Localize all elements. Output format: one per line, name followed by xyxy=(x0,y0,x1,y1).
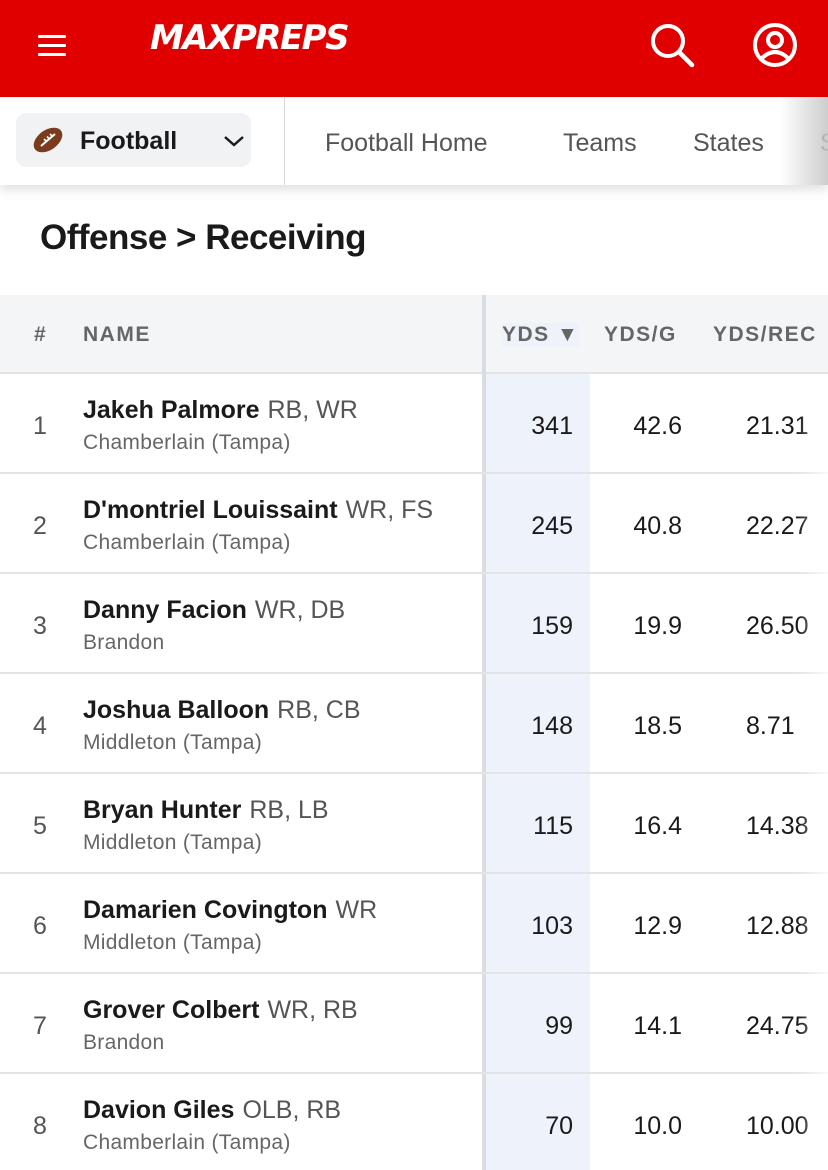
nav-link-states[interactable]: States xyxy=(693,129,764,157)
row-rank: 5 xyxy=(33,812,47,840)
player-school: Chamberlain (Tampa) xyxy=(83,531,291,554)
cell-yds-per-game: 42.6 xyxy=(633,412,682,440)
row-rank: 6 xyxy=(33,912,47,940)
cell-yds-per-rec: 21.31 xyxy=(746,412,809,440)
account-icon[interactable] xyxy=(750,20,800,70)
cell-yds-per-rec: 10.00 xyxy=(746,1112,809,1140)
cell-yds-per-game: 14.1 xyxy=(633,1012,682,1040)
player-school: Middleton (Tampa) xyxy=(83,931,263,954)
cell-yds-per-game: 12.9 xyxy=(633,912,682,940)
player-position: WR, DB xyxy=(254,596,346,624)
cell-yds-per-rec: 26.50 xyxy=(746,612,809,640)
player-position: RB, CB xyxy=(277,696,361,724)
search-icon[interactable] xyxy=(648,20,696,70)
cell-yds-per-game: 16.4 xyxy=(633,812,682,840)
top-header: MAXPREPS xyxy=(0,0,828,97)
nav-link-football-home[interactable]: Football Home xyxy=(325,129,488,157)
player-school: Brandon xyxy=(83,631,165,654)
cell-yds-per-rec: 12.88 xyxy=(746,912,809,940)
player-name: Joshua Balloon xyxy=(83,696,270,724)
player-position: WR, FS xyxy=(345,496,434,524)
row-rank: 3 xyxy=(33,612,47,640)
col-header-yds-per-game[interactable]: YDS/G xyxy=(604,323,677,346)
player-name: Davion Giles xyxy=(83,1096,235,1124)
player-school: Chamberlain (Tampa) xyxy=(83,431,291,454)
cell-yds-per-rec: 14.38 xyxy=(746,812,809,840)
player-position: RB, LB xyxy=(249,796,329,824)
col-header-yds-per-rec[interactable]: YDS/REC xyxy=(713,323,817,346)
player-school: Middleton (Tampa) xyxy=(83,831,263,854)
cell-yds-per-game: 18.5 xyxy=(633,712,682,740)
table-row[interactable]: 2 D'montriel Louissaint WR, FS Chamberlain … xyxy=(0,474,828,574)
table-header: # NAME YDS ▼ YDS/G YDS/REC xyxy=(0,295,828,374)
subnav-scroll-fade xyxy=(780,97,828,185)
player-position: OLB, RB xyxy=(242,1096,342,1124)
player-name-link[interactable]: Damarien Covington WR xyxy=(83,896,377,925)
player-school: Brandon xyxy=(83,1031,165,1054)
cell-yds-per-game: 10.0 xyxy=(633,1112,682,1140)
chevron-down-icon xyxy=(222,133,246,149)
subnav-divider xyxy=(284,97,285,185)
sport-selector[interactable]: Football xyxy=(16,113,251,167)
player-school: Middleton (Tampa) xyxy=(83,731,263,754)
cell-yds: 103 xyxy=(531,912,573,940)
player-name: Damarien Covington xyxy=(83,896,328,924)
cell-yds: 99 xyxy=(545,1012,573,1040)
menu-icon[interactable] xyxy=(38,33,68,59)
col-header-rank[interactable]: # xyxy=(34,323,48,346)
row-rank: 2 xyxy=(33,512,47,540)
player-name: Grover Colbert xyxy=(83,996,260,1024)
table-row[interactable]: 1 Jakeh Palmore RB, WR Chamberlain (Tampa) 3… xyxy=(0,374,828,474)
player-name: Bryan Hunter xyxy=(83,796,242,824)
nav-link-teams[interactable]: Teams xyxy=(563,129,637,157)
player-name-link[interactable]: Bryan Hunter RB, LB xyxy=(83,796,329,825)
stats-table: # NAME YDS ▼ YDS/G YDS/REC 1 Jakeh Palmor… xyxy=(0,295,828,1170)
player-name-link[interactable]: Grover Colbert WR, RB xyxy=(83,996,358,1025)
frozen-column-divider xyxy=(482,295,486,1170)
cell-yds: 341 xyxy=(531,412,573,440)
maxpreps-logo[interactable]: MAXPREPS xyxy=(150,14,350,74)
cell-yds: 148 xyxy=(531,712,573,740)
sorted-column-highlight xyxy=(486,295,590,1170)
player-name-link[interactable]: Joshua Balloon RB, CB xyxy=(83,696,361,725)
row-rank: 8 xyxy=(33,1112,47,1140)
player-name: D'montriel Louissaint xyxy=(83,496,338,524)
table-row[interactable]: 4 Joshua Balloon RB, CB Middleton (Tampa) 14… xyxy=(0,674,828,774)
player-name-link[interactable]: Jakeh Palmore RB, WR xyxy=(83,396,358,425)
table-row[interactable]: 6 Damarien Covington WR Middleton (Tampa) 10… xyxy=(0,874,828,974)
player-name: Jakeh Palmore xyxy=(83,396,260,424)
table-row[interactable]: 3 Danny Facion WR, DB Brandon 159 19.9 26.50 xyxy=(0,574,828,674)
player-position: WR xyxy=(335,896,378,924)
player-school: Chamberlain (Tampa) xyxy=(83,1131,291,1154)
sport-subnav: Football Football Home Teams States S xyxy=(0,97,828,185)
player-position: WR, RB xyxy=(267,996,358,1024)
cell-yds-per-rec: 24.75 xyxy=(746,1012,809,1040)
cell-yds: 115 xyxy=(533,812,573,840)
cell-yds: 245 xyxy=(531,512,573,540)
row-rank: 4 xyxy=(33,712,47,740)
cell-yds-per-rec: 8.71 xyxy=(746,712,795,740)
table-row[interactable]: 8 Davion Giles OLB, RB Chamberlain (Tampa) 7… xyxy=(0,1074,828,1170)
row-rank: 1 xyxy=(33,412,47,440)
player-name-link[interactable]: Danny Facion WR, DB xyxy=(83,596,345,625)
player-name-link[interactable]: Davion Giles OLB, RB xyxy=(83,1096,341,1125)
col-header-yds[interactable]: YDS ▼ xyxy=(502,323,580,347)
cell-yds: 159 xyxy=(531,612,573,640)
cell-yds-per-game: 40.8 xyxy=(633,512,682,540)
row-rank: 7 xyxy=(33,1012,47,1040)
cell-yds: 70 xyxy=(545,1112,573,1140)
col-header-name[interactable]: NAME xyxy=(83,323,151,346)
football-icon xyxy=(30,125,66,155)
sport-label: Football xyxy=(80,127,178,155)
logo-text: MAXPREPS xyxy=(150,18,350,58)
table-row[interactable]: 7 Grover Colbert WR, RB Brandon 99 14.1 24.75 xyxy=(0,974,828,1074)
table-row[interactable]: 5 Bryan Hunter RB, LB Middleton (Tampa) 115 1… xyxy=(0,774,828,874)
player-position: RB, WR xyxy=(267,396,358,424)
cell-yds-per-game: 19.9 xyxy=(633,612,682,640)
player-name-link[interactable]: D'montriel Louissaint WR, FS xyxy=(83,496,433,525)
cell-yds-per-rec: 22.27 xyxy=(746,512,809,540)
player-name: Danny Facion xyxy=(83,596,247,624)
page-title: Offense > Receiving xyxy=(40,218,367,257)
